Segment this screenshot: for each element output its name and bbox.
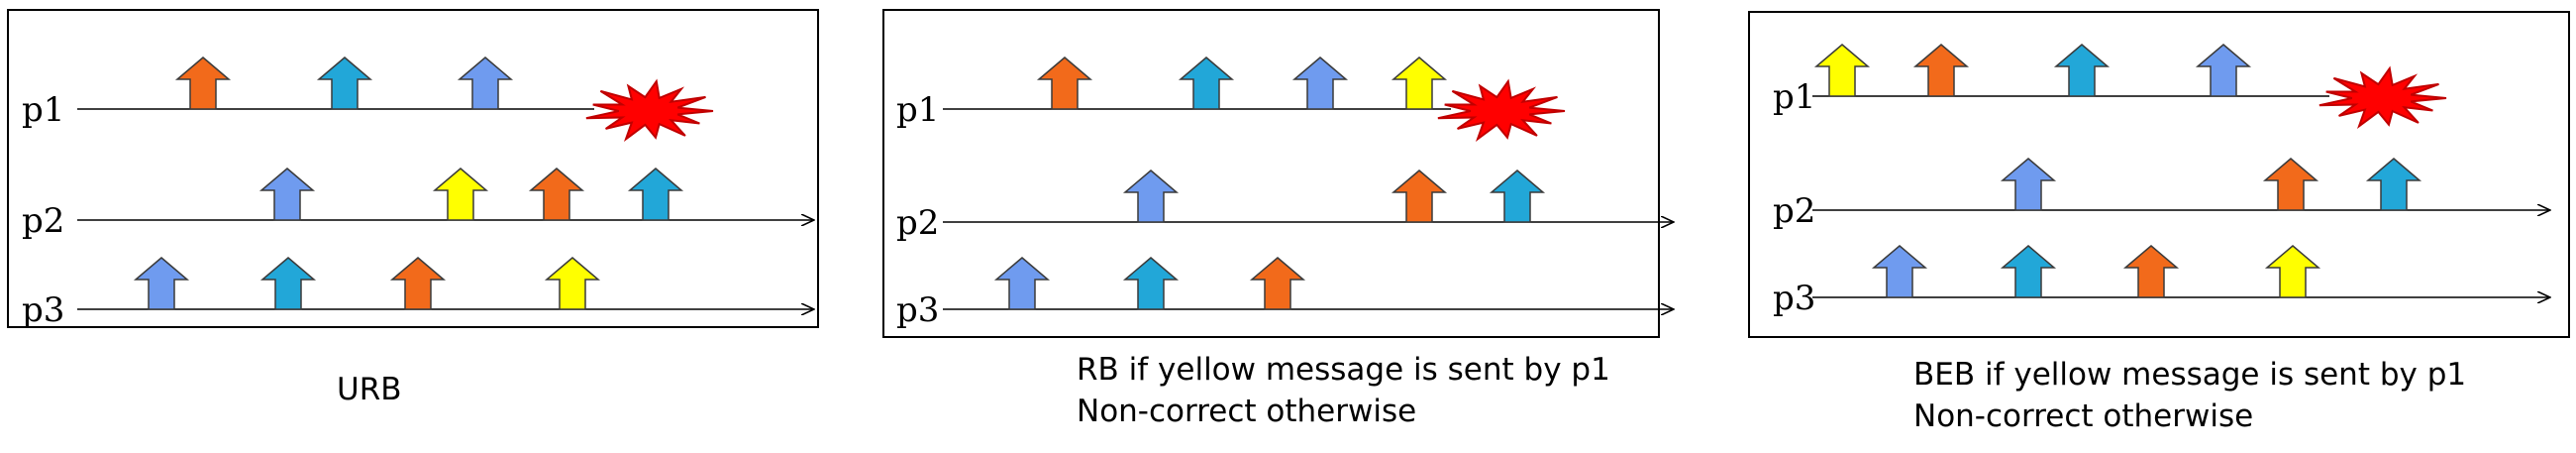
delivery-arrow-cyan-icon: [1122, 257, 1180, 310]
delivery-arrow-orange-icon: [528, 168, 585, 221]
crash-icon: [585, 78, 714, 143]
delivery-arrow-cyan-icon: [2365, 158, 2422, 211]
crash-icon: [2318, 65, 2447, 130]
delivery-arrow-orange-icon: [1249, 257, 1306, 310]
delivery-arrow-yellow-icon: [432, 168, 489, 221]
delivery-arrow-cyan-icon: [259, 257, 317, 310]
delivery-arrow-orange-icon: [1912, 44, 1970, 97]
delivery-arrow-yellow-icon: [1813, 44, 1871, 97]
caption-beb: BEB if yellow message is sent by p1 Non-…: [1913, 354, 2466, 437]
delivery-arrow-yellow-icon: [1391, 57, 1448, 110]
delivery-arrow-blue-icon: [1122, 170, 1180, 223]
process-label-p3: p3: [22, 290, 64, 330]
delivery-arrow-blue-icon: [2195, 44, 2252, 97]
caption-urb: URB: [337, 369, 402, 410]
delivery-arrow-yellow-icon: [2264, 245, 2321, 298]
caption-line: BEB if yellow message is sent by p1: [1913, 357, 2467, 393]
delivery-arrow-orange-icon: [389, 257, 447, 310]
delivery-arrow-yellow-icon: [544, 257, 601, 310]
caption-rb: RB if yellow message is sent by p1 Non-c…: [1077, 349, 1610, 432]
caption-line: Non-correct otherwise: [1077, 394, 1417, 429]
process-label-p3: p3: [1773, 279, 1815, 318]
process-label-p1: p1: [22, 90, 64, 130]
panel-3: p1 p2 p3: [1748, 11, 2570, 338]
delivery-arrow-cyan-icon: [1178, 57, 1235, 110]
crash-icon: [1437, 78, 1566, 143]
delivery-arrow-orange-icon: [1391, 170, 1448, 223]
delivery-arrow-cyan-icon: [1489, 170, 1546, 223]
process-label-p2: p2: [896, 203, 939, 243]
delivery-arrow-cyan-icon: [2000, 245, 2057, 298]
delivery-arrow-blue-icon: [2000, 158, 2057, 211]
caption-line: URB: [337, 372, 402, 407]
delivery-arrow-orange-icon: [2262, 158, 2319, 211]
delivery-arrow-blue-icon: [993, 257, 1051, 310]
process-label-p1: p1: [1773, 77, 1815, 117]
delivery-arrow-blue-icon: [1291, 57, 1349, 110]
delivery-arrow-blue-icon: [258, 168, 316, 221]
process-label-p3: p3: [896, 290, 939, 330]
panel-1: p1 p2 p3: [7, 9, 819, 330]
process-label-p2: p2: [1773, 191, 1815, 231]
delivery-arrow-blue-icon: [457, 57, 514, 110]
delivery-arrow-blue-icon: [1871, 245, 1928, 298]
process-label-p1: p1: [896, 90, 939, 130]
process-label-p2: p2: [22, 201, 64, 241]
caption-line: RB if yellow message is sent by p1: [1077, 352, 1610, 388]
delivery-arrow-cyan-icon: [316, 57, 373, 110]
delivery-arrow-orange-icon: [1036, 57, 1093, 110]
panel-2: p1 p2 p3: [882, 9, 1674, 338]
delivery-arrow-orange-icon: [2122, 245, 2180, 298]
delivery-arrow-cyan-icon: [2053, 44, 2111, 97]
caption-line: Non-correct otherwise: [1913, 398, 2254, 434]
delivery-arrow-cyan-icon: [627, 168, 684, 221]
delivery-arrow-blue-icon: [133, 257, 190, 310]
delivery-arrow-orange-icon: [174, 57, 232, 110]
